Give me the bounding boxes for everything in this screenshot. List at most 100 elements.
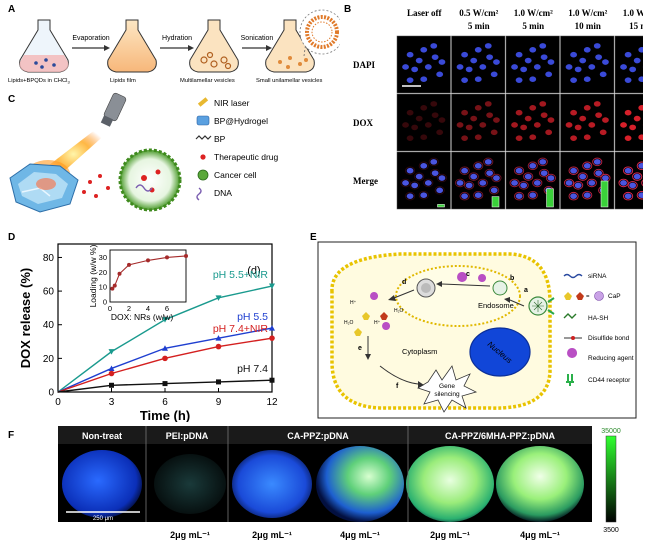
nucleus-dot — [547, 175, 555, 181]
dox-ring — [623, 166, 634, 175]
dox-ring — [641, 179, 643, 187]
nir-laser-icon — [197, 97, 209, 107]
dox-dot — [540, 112, 548, 118]
nucleus-dot — [583, 163, 591, 169]
nucleus-dot — [474, 76, 482, 82]
inset-point — [127, 262, 131, 267]
nanoparticle-endosome — [416, 278, 508, 298]
y-tick-label: 20 — [43, 354, 55, 365]
dox-dot — [629, 124, 637, 131]
nucleus-dot — [411, 182, 419, 189]
dox-ring — [514, 166, 525, 175]
nucleus-dot — [565, 64, 573, 70]
step-sonication: Sonication — [241, 35, 274, 42]
dox-ring — [459, 166, 470, 175]
panel-a-vesicle-preparation: Evaporation Hydration Sonication Lipids+… — [8, 9, 340, 85]
nucleus-dot — [479, 64, 487, 70]
uptake-bar — [546, 188, 554, 208]
dox-ring — [592, 157, 603, 167]
nucleus-dot — [430, 159, 438, 165]
micrograph-dox-2 — [505, 93, 560, 152]
nanoparticle-entering — [528, 296, 555, 316]
nucleus-dot — [406, 167, 414, 174]
nucleus-dot — [436, 187, 444, 194]
dox-dot — [583, 134, 591, 140]
stage-lipids-bpqds: Lipids+BPQDs in CHCl3 — [8, 78, 70, 85]
legend-cap: CaP — [608, 293, 621, 300]
x-tick-label: 9 — [216, 397, 222, 408]
drug-release-dots — [82, 174, 110, 198]
dox-dot — [624, 109, 632, 116]
water-label-1: H₂O — [394, 308, 404, 314]
dox-dot — [420, 105, 428, 111]
column-subheader-4: 15 min — [629, 21, 643, 31]
dox-dot — [579, 115, 587, 122]
column-subheader-1: 5 min — [468, 21, 490, 31]
dox-ring — [459, 191, 470, 201]
dox-dot — [638, 105, 643, 111]
panel-b-letter: B — [344, 4, 352, 15]
nucleus-dot — [574, 66, 582, 73]
panel-d-letter: D — [8, 232, 16, 243]
flask-lipids-film — [107, 19, 157, 73]
nir-laser-device — [100, 92, 127, 127]
micrograph-dox-1 — [451, 93, 506, 152]
silencing-label: silencing — [434, 391, 460, 398]
step-c: c — [466, 271, 470, 278]
x-tick-label: 6 — [162, 397, 168, 408]
nucleus-dot — [515, 51, 523, 58]
legend-reducing: Reducing agent — [588, 355, 634, 362]
series-point — [162, 345, 168, 351]
inset-point — [110, 286, 115, 291]
dox-dot — [529, 105, 537, 111]
stage-unilamellar: Small unilamellar vesicles — [256, 78, 322, 84]
x-tick-label: 12 — [266, 397, 278, 408]
dox-ring — [632, 172, 643, 181]
inset-frame — [109, 249, 187, 303]
gene-label: Gene — [439, 383, 455, 390]
step-a: a — [524, 287, 528, 294]
stage-lipids-film: Lipids film — [110, 78, 136, 84]
dox-dot — [515, 109, 523, 116]
micrograph-bg — [396, 93, 451, 152]
micrograph-dapi-4 — [614, 35, 643, 94]
legend-disulfide: Disulfide bond — [588, 335, 630, 342]
micrograph-dapi-0 — [396, 35, 451, 94]
nucleus-dot — [479, 180, 487, 186]
row-label-dox: DOX — [353, 118, 374, 128]
series-label-1: pH 5.5 — [237, 311, 268, 323]
dox-ring — [582, 161, 593, 171]
dox-ring — [464, 181, 475, 190]
dose-ca-ppz-4: 4μg mL⁻¹ — [340, 530, 380, 540]
step-b: b — [510, 275, 514, 282]
nucleus-dot — [624, 193, 632, 199]
nucleus-dot — [545, 71, 553, 78]
nucleus-dot — [570, 167, 577, 174]
panel-f-spheroid-imaging: Non-treat PEI:pDNA CA-PPZ:pDNA CA-PPZ/6M… — [58, 426, 621, 540]
micrograph-merge-0 — [396, 151, 451, 210]
dox-dot — [520, 124, 528, 131]
dox-dot — [515, 135, 523, 141]
legend-item-2: BP — [214, 134, 226, 144]
dox-dot — [415, 115, 423, 122]
step-e: e — [358, 345, 362, 352]
micrograph-merge-2 — [505, 151, 560, 210]
inset-x-tick-label: 4 — [146, 304, 150, 313]
column-header-4: 1.0 W/cm² — [623, 8, 643, 18]
dose-ca-ppz-2: 2μg mL⁻¹ — [252, 530, 292, 540]
nucleus-dot — [599, 71, 607, 78]
nucleus-dot — [415, 57, 423, 64]
nucleus-dot — [579, 173, 587, 180]
x-tick-label: 0 — [55, 397, 61, 408]
series-point — [269, 283, 275, 290]
nucleus-dot — [438, 175, 446, 181]
dox-dot — [436, 129, 444, 136]
inset-point — [146, 258, 150, 263]
legend-item-0: NIR laser — [214, 98, 250, 108]
inset-point — [165, 255, 169, 260]
legend-sirna: siRNA — [588, 273, 607, 280]
panel-f-letter: F — [8, 430, 15, 441]
dox-dot — [474, 105, 482, 111]
nucleus-dot — [529, 163, 537, 169]
panel-e-sirna-delivery-scheme: Nucleus Endosome Cytoplasm Gene silencin… — [317, 241, 637, 419]
